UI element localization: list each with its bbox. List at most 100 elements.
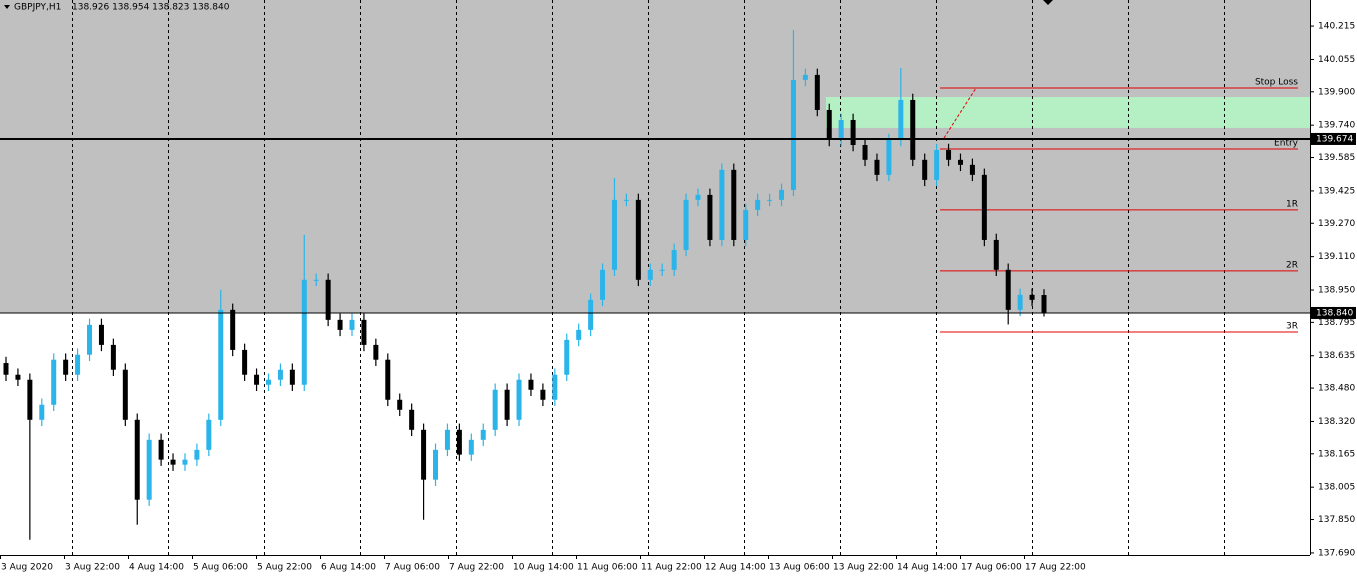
candle-body	[898, 99, 904, 141]
marks: Stop Loss Entry 1R 2R 3R	[3, 30, 1299, 540]
y-tick-label: 138.635	[1318, 351, 1355, 361]
y-tick-label: 137.850	[1318, 515, 1355, 525]
level-label: 2R	[1286, 260, 1298, 270]
candle-body	[1029, 294, 1035, 300]
y-tick-label: 139.270	[1318, 219, 1355, 229]
candle-body	[755, 199, 761, 210]
candle-body	[265, 379, 271, 385]
candle-body	[516, 379, 522, 420]
x-tick-label: 10 Aug 14:00	[513, 563, 574, 573]
candle-body	[623, 199, 629, 201]
candle-body	[182, 459, 188, 465]
candle-body	[158, 439, 164, 460]
chart-shift-marker	[1043, 0, 1053, 5]
candle-body	[444, 429, 450, 450]
quote: 138.926 138.954 138.823 138.840	[72, 3, 230, 13]
y-tick-label: 138.320	[1318, 417, 1355, 427]
y-tick-label: 138.950	[1318, 286, 1355, 296]
x-tick-label: 3 Aug 2020	[1, 563, 53, 573]
candle-body	[564, 339, 570, 375]
candle-body	[63, 359, 69, 375]
candle-body	[719, 169, 725, 240]
candle-body	[611, 199, 617, 270]
candle-body	[814, 74, 820, 110]
y-tick-label: 139.740	[1318, 121, 1355, 131]
y-tick-label: 138.005	[1318, 483, 1355, 493]
candle-body	[957, 159, 963, 165]
candle-body	[671, 249, 677, 270]
y-tick-label: 140.055	[1318, 55, 1355, 65]
shaded-region	[0, 0, 1310, 313]
candle-body	[409, 409, 415, 430]
candle-body	[122, 369, 128, 420]
candle-body	[1041, 295, 1047, 313]
candle-body	[480, 429, 486, 440]
entry-zone	[826, 97, 1310, 128]
level-label: Stop Loss	[1255, 78, 1298, 88]
y-tick-label: 139.585	[1318, 153, 1355, 163]
x-tick-label: 17 Aug 06:00	[961, 563, 1022, 573]
candle-body	[421, 429, 427, 480]
candle-body	[337, 319, 343, 330]
candle-body	[206, 419, 212, 450]
y-tick-label: 138.795	[1318, 318, 1355, 328]
candle-body	[230, 309, 236, 350]
candle-body	[349, 319, 355, 330]
y-tick-label: 140.215	[1318, 22, 1355, 32]
level-label: 1R	[1286, 199, 1298, 209]
candle-body	[934, 150, 940, 180]
x-tick-label: 5 Aug 06:00	[193, 563, 248, 573]
candle-body	[325, 279, 331, 320]
candle-body	[456, 429, 462, 455]
menu-arrow	[4, 5, 10, 9]
candle-body	[850, 119, 856, 146]
candle-body	[683, 199, 689, 250]
price-box	[1311, 132, 1356, 145]
candle-body	[659, 269, 665, 271]
candle-body	[922, 159, 928, 180]
candle-body	[743, 209, 749, 240]
candle-body	[600, 269, 606, 300]
candle-body	[981, 174, 987, 240]
candle-body	[767, 199, 773, 201]
candle-body	[647, 269, 653, 280]
symbol-title: GBPJPY,H1	[14, 3, 61, 13]
candle-body	[779, 189, 785, 200]
candle-body	[373, 344, 379, 360]
y-tick-label: 138.480	[1318, 384, 1355, 394]
candle-body	[910, 99, 916, 160]
candle-body	[695, 194, 701, 200]
candle-body	[993, 239, 999, 270]
candle-body	[838, 119, 844, 141]
candle-body	[433, 449, 439, 480]
candle-body	[385, 359, 391, 400]
candle-body	[110, 344, 116, 370]
candle-body	[1005, 269, 1011, 310]
candle-body	[313, 279, 319, 281]
candle-body	[170, 459, 176, 465]
candle-body	[146, 439, 152, 500]
x-tick-label: 11 Aug 06:00	[577, 563, 638, 573]
candle-body	[946, 150, 952, 160]
candle-body	[98, 324, 104, 345]
x-tick-label: 13 Aug 06:00	[769, 563, 830, 573]
candle-body	[397, 399, 403, 410]
price-box	[1311, 306, 1356, 319]
candle-body	[707, 194, 713, 240]
candle-body	[1017, 294, 1023, 310]
x-tick-label: 14 Aug 14:00	[897, 563, 958, 573]
candle-body	[277, 369, 283, 380]
candle-body	[289, 369, 295, 385]
x-tick-label: 17 Aug 22:00	[1025, 563, 1086, 573]
candle-body	[218, 309, 224, 420]
y-tick-label: 139.425	[1318, 186, 1355, 196]
candle-body	[492, 389, 498, 430]
candle-body	[731, 169, 737, 240]
candle-body	[468, 439, 474, 455]
y-tick-label: 139.900	[1318, 87, 1355, 97]
candle-body	[635, 199, 641, 280]
level-label: 3R	[1286, 321, 1298, 331]
candle-body	[969, 164, 975, 175]
candle-body	[528, 379, 534, 390]
